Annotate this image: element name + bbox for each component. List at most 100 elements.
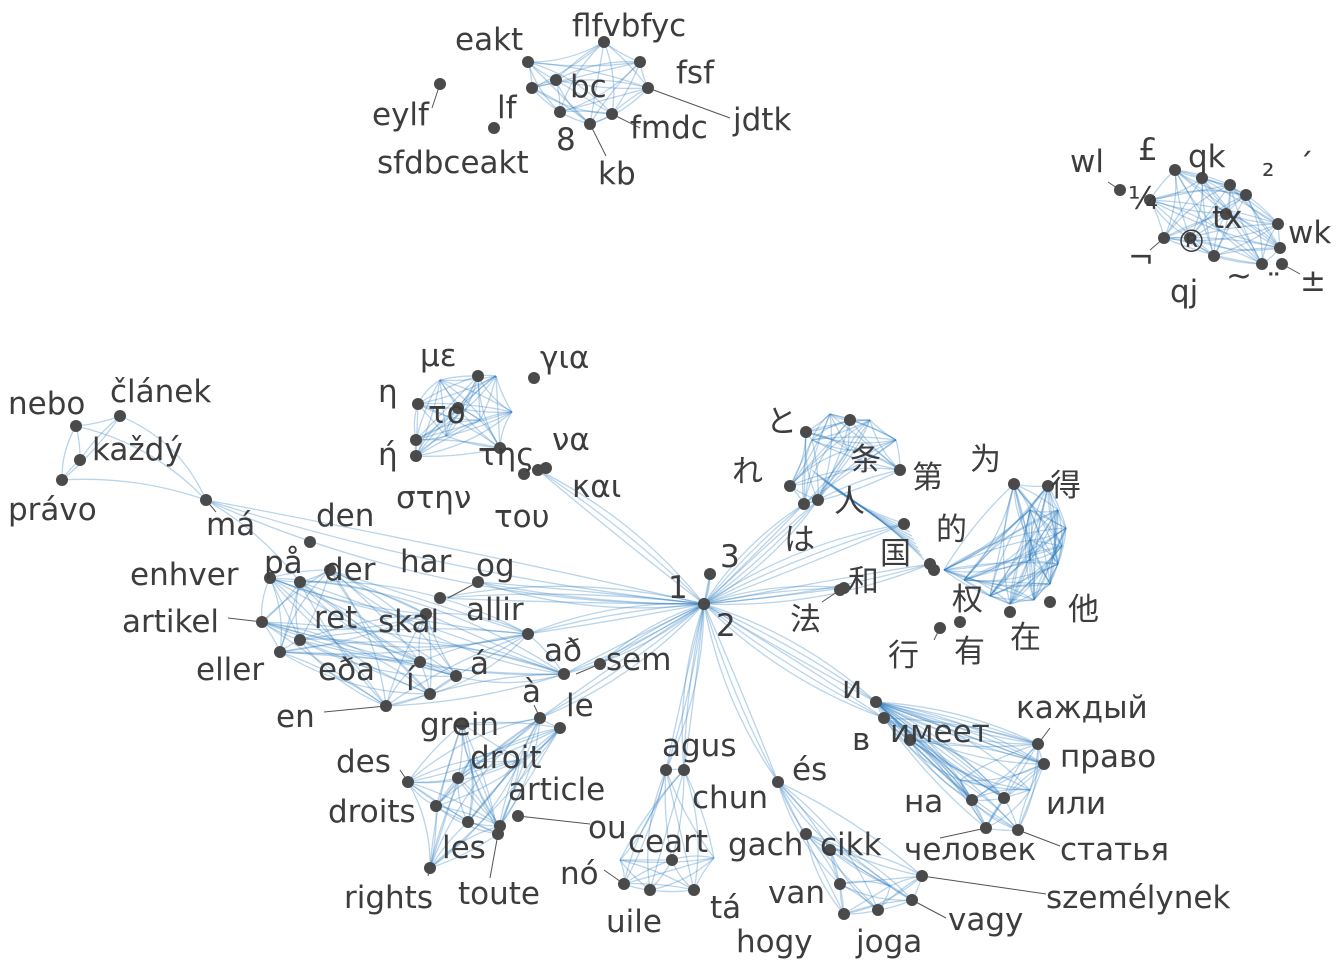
edge-jp-right bbox=[1002, 483, 1015, 605]
edge-hub bbox=[703, 603, 877, 703]
edge-irish bbox=[619, 769, 685, 861]
edge-jp-right bbox=[1029, 509, 1059, 541]
node-symbols bbox=[1208, 250, 1220, 262]
edge-nordic bbox=[269, 577, 283, 653]
edge-greek bbox=[415, 375, 479, 457]
edge-hub bbox=[539, 603, 705, 719]
edge-greek bbox=[495, 375, 501, 449]
edge-jp-right bbox=[963, 579, 1035, 601]
edge-nordic bbox=[419, 633, 529, 663]
edge-jp-right bbox=[1057, 509, 1067, 529]
edge-jp-right bbox=[1029, 539, 1051, 585]
edge-french bbox=[435, 717, 541, 807]
edge-irish bbox=[623, 857, 715, 885]
node-nordic bbox=[256, 616, 268, 628]
edge-french bbox=[407, 717, 541, 783]
node-french bbox=[534, 712, 546, 724]
edge-russian-fan bbox=[875, 701, 1045, 765]
edge-french bbox=[407, 781, 501, 827]
node-hungarian bbox=[906, 894, 918, 906]
edge-jp-right bbox=[1013, 483, 1035, 601]
edge-symbols bbox=[1174, 169, 1263, 265]
edge-jp-right bbox=[943, 569, 1035, 601]
edge-latin-misc bbox=[527, 61, 649, 89]
node-symbols bbox=[1220, 208, 1232, 220]
edge-nordic bbox=[261, 621, 387, 707]
edge-japanese-chinese bbox=[847, 419, 871, 451]
edge-greek bbox=[415, 375, 479, 441]
edge-nordic bbox=[299, 581, 427, 615]
edge-french bbox=[467, 717, 541, 823]
edge-jp-right bbox=[1029, 559, 1051, 585]
node-irish bbox=[618, 878, 630, 890]
edge-nordic bbox=[429, 673, 565, 695]
node-japanese-chinese bbox=[1042, 480, 1054, 492]
edge-hub bbox=[537, 469, 705, 605]
edge-french bbox=[429, 833, 499, 869]
edge-french bbox=[461, 721, 561, 729]
edge-french bbox=[435, 723, 463, 807]
label-latin-misc: flfvbfyc bbox=[572, 8, 686, 44]
edge-jp-right bbox=[1033, 485, 1049, 601]
edge-french bbox=[429, 777, 459, 869]
edge-russian bbox=[959, 763, 1045, 782]
edge-french bbox=[435, 759, 521, 807]
edge-greek bbox=[415, 375, 497, 457]
edge-japanese-link bbox=[823, 478, 913, 537]
edge-jp-right bbox=[1009, 583, 1051, 605]
edge-jp-right bbox=[1009, 509, 1059, 605]
label-hungarian: gach bbox=[728, 827, 803, 863]
edge-symbols bbox=[1189, 237, 1263, 265]
edge-french bbox=[407, 781, 499, 835]
node-russian bbox=[998, 792, 1010, 804]
edge-hungarian bbox=[805, 833, 879, 911]
label-japanese-chinese: れ bbox=[732, 454, 763, 490]
edge-symbols bbox=[1201, 177, 1279, 225]
node-latin-misc bbox=[606, 108, 618, 120]
edge-jp-right bbox=[1024, 509, 1035, 601]
edge-japanese-chinese bbox=[817, 439, 897, 501]
edge-japanese-chinese bbox=[811, 439, 849, 451]
label-japanese-chinese: 和 bbox=[848, 564, 879, 600]
edge-jp-right bbox=[1009, 527, 1067, 605]
edge-jp-right bbox=[943, 539, 1031, 571]
edge-latin-misc bbox=[555, 79, 613, 115]
node-symbols bbox=[1224, 179, 1236, 191]
node-nordic bbox=[522, 628, 534, 640]
edge-nordic bbox=[455, 633, 529, 677]
edge-russian-fan bbox=[875, 701, 1005, 799]
edge-irish bbox=[683, 769, 699, 891]
edge-jp-right bbox=[1053, 509, 1059, 565]
node-nordic bbox=[324, 564, 336, 576]
label-hungarian: hogy bbox=[736, 924, 813, 960]
edge-jp-right bbox=[1029, 527, 1067, 541]
edge-latin-misc bbox=[527, 61, 613, 115]
edge-nordic bbox=[269, 577, 565, 675]
label-greek: της bbox=[478, 437, 535, 473]
edge-hub bbox=[665, 603, 705, 771]
edge-greek bbox=[439, 379, 501, 449]
edge-greek bbox=[415, 411, 513, 457]
edge-symbols bbox=[1149, 199, 1279, 225]
node-hungarian bbox=[872, 904, 884, 916]
label-czech: nebo bbox=[8, 386, 85, 422]
label-symbols: wk bbox=[1288, 215, 1331, 251]
edge-russian bbox=[875, 701, 961, 781]
edge-hungarian bbox=[843, 875, 923, 915]
edge-nordic bbox=[279, 651, 431, 695]
edge-russian bbox=[875, 701, 987, 829]
edge-greek bbox=[495, 375, 513, 413]
node-symbols bbox=[1169, 164, 1181, 176]
edge-hub bbox=[703, 603, 877, 703]
edge-french bbox=[469, 759, 501, 827]
edge-jp-right bbox=[1029, 509, 1059, 561]
label-nordic: den bbox=[316, 498, 374, 534]
edge-jp-right bbox=[1013, 483, 1059, 565]
edge-jp-right bbox=[963, 563, 1059, 582]
edge-jp-right bbox=[1029, 559, 1059, 565]
edge-symbols bbox=[1163, 213, 1227, 239]
edge-hub bbox=[703, 499, 819, 605]
edge-hub bbox=[527, 602, 705, 635]
edge-french bbox=[461, 717, 541, 726]
edge-nordic bbox=[299, 639, 387, 707]
